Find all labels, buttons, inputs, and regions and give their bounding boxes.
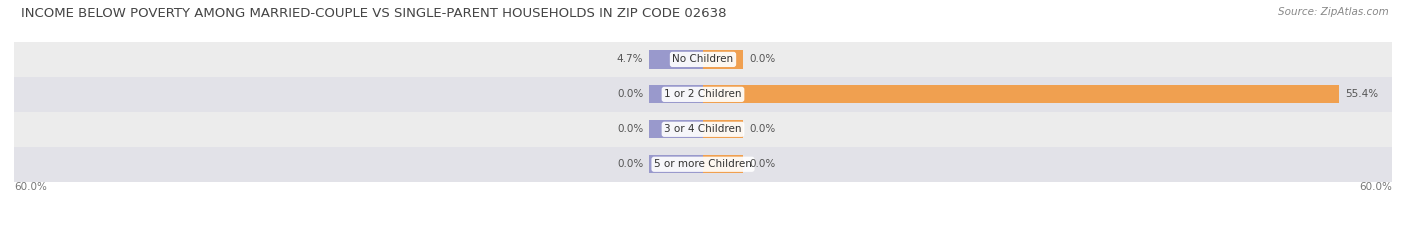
Text: Source: ZipAtlas.com: Source: ZipAtlas.com <box>1278 7 1389 17</box>
Text: 5 or more Children: 5 or more Children <box>654 159 752 169</box>
Text: 0.0%: 0.0% <box>617 159 644 169</box>
Text: 60.0%: 60.0% <box>1360 182 1392 192</box>
Text: 0.0%: 0.0% <box>749 55 775 64</box>
Bar <box>14 112 1392 147</box>
Bar <box>703 155 744 173</box>
Bar <box>14 147 1392 182</box>
Text: 0.0%: 0.0% <box>749 124 775 134</box>
Bar <box>650 120 703 138</box>
Bar <box>14 42 1392 77</box>
Bar <box>703 120 744 138</box>
Bar <box>703 50 744 69</box>
Text: 0.0%: 0.0% <box>617 89 644 99</box>
Text: 0.0%: 0.0% <box>749 159 775 169</box>
Bar <box>650 50 703 69</box>
Text: 60.0%: 60.0% <box>14 182 46 192</box>
Text: 1 or 2 Children: 1 or 2 Children <box>664 89 742 99</box>
Text: No Children: No Children <box>672 55 734 64</box>
Text: 0.0%: 0.0% <box>617 124 644 134</box>
Text: INCOME BELOW POVERTY AMONG MARRIED-COUPLE VS SINGLE-PARENT HOUSEHOLDS IN ZIP COD: INCOME BELOW POVERTY AMONG MARRIED-COUPL… <box>21 7 727 20</box>
Text: 4.7%: 4.7% <box>617 55 644 64</box>
Bar <box>650 155 703 173</box>
Text: 55.4%: 55.4% <box>1346 89 1378 99</box>
Bar <box>14 77 1392 112</box>
Text: 3 or 4 Children: 3 or 4 Children <box>664 124 742 134</box>
Bar <box>703 85 1339 103</box>
Bar <box>650 85 703 103</box>
